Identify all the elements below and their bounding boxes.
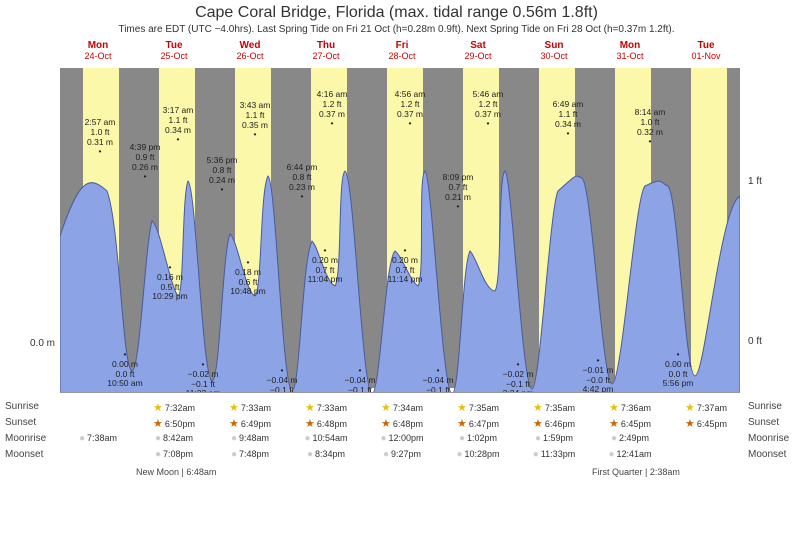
tide-annotation: 5:46 am1.2 ft0.37 m•: [463, 90, 513, 129]
day-header: Thu27-Oct: [288, 40, 364, 61]
day-header: Tue01-Nov: [668, 40, 744, 61]
tide-annotation: •0.00 m0.0 ft5:56 pm: [653, 350, 703, 389]
tide-annotation: 8:14 am1.0 ft0.32 m•: [625, 108, 675, 147]
tide-annotation: 6:49 am1.1 ft0.34 m•: [543, 100, 593, 139]
sun-moon-time: 9:27pm: [364, 449, 440, 460]
tide-annotation: 6:44 pm0.8 ft0.23 m•: [277, 163, 327, 202]
sun-moon-time: 7:33am: [212, 401, 288, 414]
tide-annotation: •0.20 m0.7 ft11:04 pm: [300, 246, 350, 285]
y-axis-left-label: 0.0 m: [5, 338, 55, 349]
footer-row-label: Sunrise: [748, 401, 782, 412]
tide-annotation: 8:09 pm0.7 ft0.21 m•: [433, 173, 483, 212]
day-header: Sat29-Oct: [440, 40, 516, 61]
day-header: Fri28-Oct: [364, 40, 440, 61]
tide-annotation: 4:16 am1.2 ft0.37 m•: [307, 90, 357, 129]
sun-moon-time: 10:54am: [288, 433, 364, 444]
tide-annotation: 4:56 am1.2 ft0.37 m•: [385, 90, 435, 129]
day-header: Sun30-Oct: [516, 40, 592, 61]
footer-row-label: Sunset: [5, 417, 36, 428]
day-header: Wed26-Oct: [212, 40, 288, 61]
sun-moon-time: 6:45pm: [592, 417, 668, 430]
sun-moon-time: 6:50pm: [136, 417, 212, 430]
sun-moon-time: 7:34am: [364, 401, 440, 414]
sun-moon-time: 7:38am: [60, 433, 136, 444]
sun-moon-time: 7:37am: [668, 401, 744, 414]
y-axis-right-label: 0 ft: [748, 336, 793, 347]
tide-annotation: •0.00 m0.0 ft10:50 am: [100, 350, 150, 389]
sun-moon-time: 11:33pm: [516, 449, 592, 460]
moon-phase-note: New Moon | 6:48am: [136, 467, 216, 477]
sun-moon-time: 2:49pm: [592, 433, 668, 444]
footer-row-label: Moonrise: [5, 433, 46, 444]
chart-title: Cape Coral Bridge, Florida (max. tidal r…: [0, 0, 793, 22]
day-header: Mon31-Oct: [592, 40, 668, 61]
footer-row-label: Sunrise: [5, 401, 39, 412]
tide-annotation: 3:17 am1.1 ft0.34 m•: [153, 106, 203, 145]
footer-row-label: Sunset: [748, 417, 779, 428]
tide-annotation: •0.18 m0.6 ft10:48 pm: [223, 258, 273, 297]
sun-moon-time: 9:48am: [212, 433, 288, 444]
tide-annotation: 4:39 pm0.9 ft0.26 m•: [120, 143, 170, 182]
footer-row-label: Moonset: [748, 449, 786, 460]
day-header: Tue25-Oct: [136, 40, 212, 61]
tide-annotation: •0.16 m0.5 ft10:29 pm: [145, 263, 195, 302]
sun-moon-time: 7:35am: [516, 401, 592, 414]
footer-row-label: Moonrise: [748, 433, 789, 444]
tide-annotation: 2:57 am1.0 ft0.31 m•: [75, 118, 125, 157]
sun-moon-time: 6:49pm: [212, 417, 288, 430]
tide-annotation: 5:36 pm0.8 ft0.24 m•: [197, 156, 247, 195]
sun-moon-time: 6:48pm: [364, 417, 440, 430]
y-axis-right-label: 1 ft: [748, 176, 793, 187]
tide-annotation: •0.20 m0.7 ft11:14 pm: [380, 246, 430, 285]
moon-phase-note: First Quarter | 2:38am: [592, 467, 680, 477]
sun-moon-time: 1:59pm: [516, 433, 592, 444]
sun-moon-time: 6:46pm: [516, 417, 592, 430]
sun-moon-time: 7:36am: [592, 401, 668, 414]
sun-moon-time: 8:34pm: [288, 449, 364, 460]
sun-moon-time: 7:32am: [136, 401, 212, 414]
sun-moon-time: 6:47pm: [440, 417, 516, 430]
sun-moon-time: 10:28pm: [440, 449, 516, 460]
sun-moon-time: 12:00pm: [364, 433, 440, 444]
sun-moon-table: SunriseSunsetMoonriseMoonset SunriseSuns…: [60, 392, 740, 513]
sun-moon-time: 8:42am: [136, 433, 212, 444]
chart-area: Mon24-OctTue25-OctWed26-OctThu27-OctFri2…: [60, 40, 740, 440]
footer-row-label: Moonset: [5, 449, 43, 460]
plot-background: 2:57 am1.0 ft0.31 m•4:39 pm0.9 ft0.26 m•…: [60, 68, 740, 388]
day-header: Mon24-Oct: [60, 40, 136, 61]
sun-moon-time: 7:33am: [288, 401, 364, 414]
sun-moon-time: 12:41am: [592, 449, 668, 460]
chart-subtitle: Times are EDT (UTC −4.0hrs). Last Spring…: [0, 22, 793, 35]
sun-moon-time: 1:02pm: [440, 433, 516, 444]
tide-annotation: •−0.01 m−0.0 ft4:42 pm: [573, 356, 623, 395]
sun-moon-time: 7:08pm: [136, 449, 212, 460]
sun-moon-time: 7:48pm: [212, 449, 288, 460]
sun-moon-time: 6:48pm: [288, 417, 364, 430]
sun-moon-time: 7:35am: [440, 401, 516, 414]
tide-annotation: 3:43 am1.1 ft0.35 m•: [230, 101, 280, 140]
sun-moon-time: 6:45pm: [668, 417, 744, 430]
